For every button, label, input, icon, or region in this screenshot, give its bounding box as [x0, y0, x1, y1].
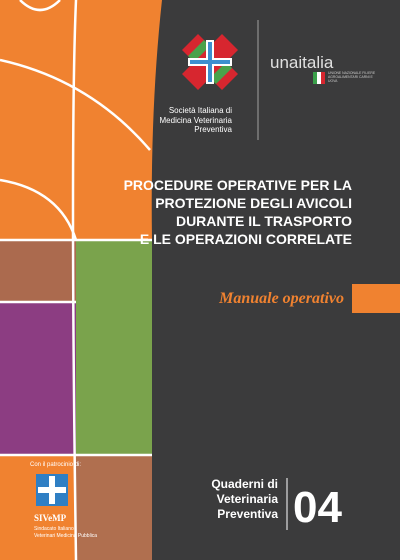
sivemp-full-name: Veterinari Medicina Pubblica: [34, 533, 97, 539]
sivemp-name: SIVeMP: [34, 513, 67, 523]
sivemp-full-name: Sindacato Italiano: [34, 526, 74, 532]
sivemp-logo: [36, 474, 68, 506]
title-line: E LE OPERAZIONI CORRELATE: [140, 231, 352, 247]
series-line: Preventiva: [217, 507, 278, 521]
title: PROCEDURE OPERATIVE PER LA PROTEZIONE DE…: [124, 177, 353, 247]
society-name: Società Italiana di Medicina Veterinaria…: [159, 106, 232, 134]
flag: [313, 72, 317, 84]
brown-block: [76, 455, 154, 560]
title-line: PROCEDURE OPERATIVE PER LA: [124, 177, 352, 193]
title-line: PROTEZIONE DEGLI AVICOLI: [155, 195, 352, 211]
series-line: Quaderni di: [211, 477, 278, 491]
patronage-label: Con il patrocinio di:: [30, 462, 81, 468]
partner-tagline: Unione Nazionale Filiere Agroalimentari …: [328, 71, 376, 83]
green-block: [76, 240, 154, 455]
society-name-box: Società Italiana di Medicina Veterinaria…: [159, 106, 232, 134]
tagline-box: Unione Nazionale Filiere Agroalimentari …: [328, 71, 376, 83]
subtitle-bar: [352, 284, 400, 313]
series-line: Veterinaria: [217, 492, 279, 506]
purple-block: [0, 302, 76, 455]
subtitle: Manuale operativo: [218, 290, 344, 307]
decor-lines: [0, 0, 154, 560]
flag: [321, 72, 325, 84]
partner-logo: unaitalia: [270, 53, 334, 72]
series-name: Quaderni di Veterinaria Preventiva: [211, 477, 278, 521]
series-number: 04: [293, 483, 342, 532]
dark-panel: [151, 0, 400, 560]
flag: [317, 72, 321, 84]
society-logo: [182, 34, 238, 90]
title-line: DURANTE IL TRASPORTO: [176, 213, 352, 229]
brown-block: [0, 240, 76, 302]
